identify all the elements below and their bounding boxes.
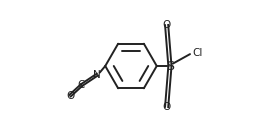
Text: Cl: Cl: [192, 48, 203, 58]
Text: O: O: [162, 102, 171, 112]
Text: N: N: [94, 70, 101, 80]
Text: O: O: [66, 91, 74, 101]
Text: S: S: [166, 60, 174, 72]
Text: C: C: [78, 80, 85, 90]
Text: O: O: [162, 20, 171, 30]
